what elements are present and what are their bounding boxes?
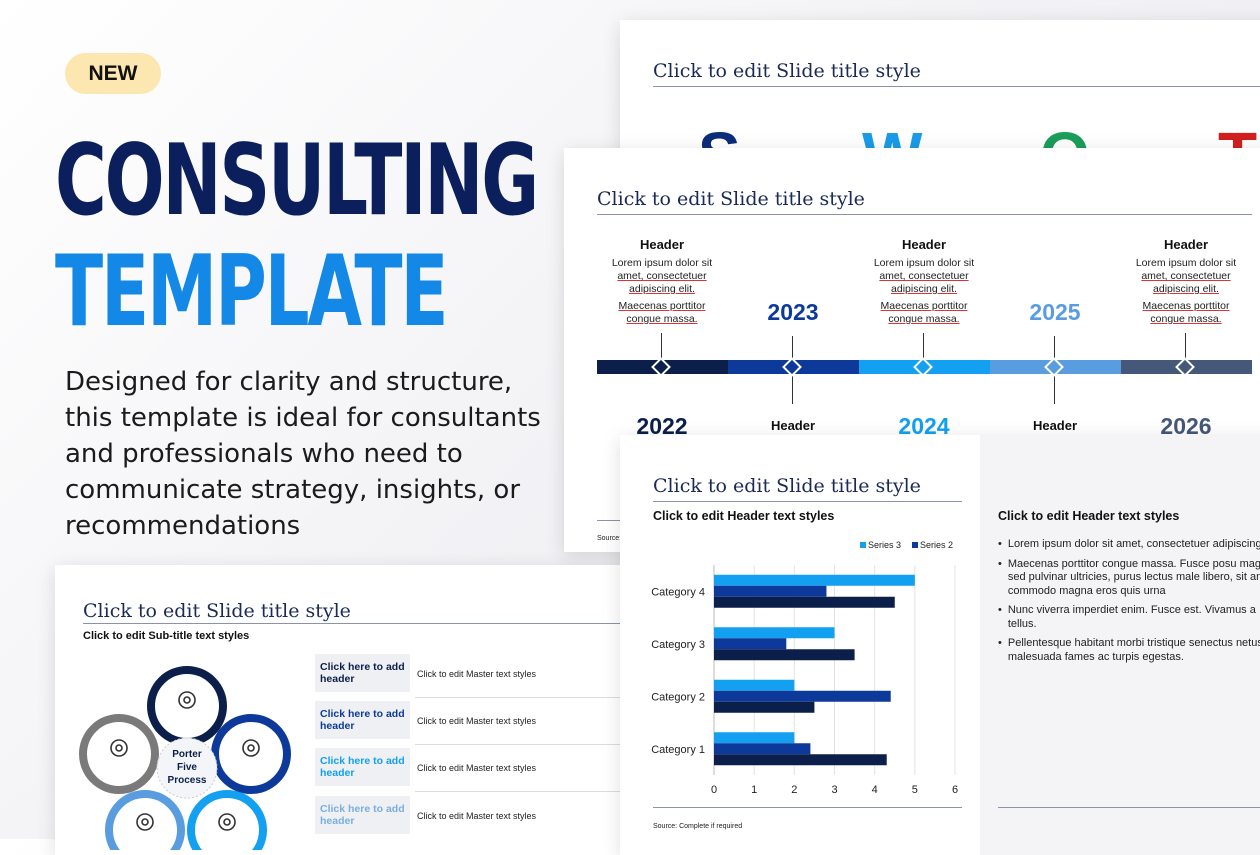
porter-row-header-2[interactable]: Click here to add header — [315, 701, 410, 739]
bar — [714, 627, 835, 639]
new-badge: NEW — [65, 53, 161, 94]
porter-diagram — [79, 666, 291, 850]
porter-row-text-2: Click to edit Master text styles — [417, 716, 537, 726]
bullet-list: • Lorem ipsum dolor sit amet, consectetue… — [998, 538, 1260, 664]
bar — [714, 690, 891, 702]
year-2023: 2023 — [767, 299, 819, 325]
bar — [714, 732, 795, 744]
porter-slide-card[interactable]: Click to edit Slide title style Click to… — [55, 565, 655, 855]
category-label: Category 4 — [651, 586, 705, 598]
x-tick-label: 5 — [912, 784, 918, 796]
bar — [714, 585, 827, 597]
chart-header-left: Click to edit Header text styles — [653, 509, 835, 523]
bullet-item: Nunc viverra imperdiet enim. Fusce est. … — [1007, 604, 1256, 630]
x-tick-label: 0 — [711, 784, 717, 796]
year-2022: 2022 — [636, 413, 688, 439]
slide-title: Click to edit Slide title style — [83, 600, 351, 622]
x-tick-label: 1 — [751, 784, 757, 796]
legend-label: Series 2 — [920, 540, 953, 550]
timeline-top-block-1: Header Lorem ipsum dolor sit amet, conse… — [611, 237, 713, 325]
porter-row-header-3[interactable]: Click here to add header — [315, 748, 410, 786]
bar — [714, 574, 915, 586]
legend-swatch — [860, 542, 866, 548]
category-label: Category 3 — [651, 639, 705, 651]
bullet-item: Maecenas porttitor congue massa. Fusce p… — [1007, 557, 1260, 597]
hero-title-line2: TEMPLATE — [55, 235, 449, 349]
porter-row-text-4: Click to edit Master text styles — [417, 811, 537, 821]
swot-slide-card[interactable]: Click to edit Slide title style S W O T — [620, 20, 1260, 160]
bar — [714, 701, 815, 713]
bullet-item: Lorem ipsum dolor sit amet, consectetuer… — [1007, 538, 1260, 550]
slide-title: Click to edit Slide title style — [653, 60, 921, 82]
porter-row-text-1: Click to edit Master text styles — [417, 669, 537, 679]
x-tick-label: 3 — [831, 784, 837, 796]
bar — [714, 649, 855, 661]
slide-title: Click to edit Slide title style — [653, 475, 921, 497]
category-label: Category 1 — [651, 744, 705, 756]
category-label: Category 2 — [651, 691, 705, 703]
porter-row-header-1[interactable]: Click here to add header — [315, 654, 410, 692]
x-tick-label: 6 — [952, 784, 958, 796]
bar — [714, 743, 811, 755]
hero-description: Designed for clarity and structure, this… — [65, 367, 541, 541]
bullet-item: Pellentesque habitant morbi tristique se… — [1007, 637, 1260, 663]
chart-slide-card[interactable]: Click to edit Slide title style Click to… — [620, 435, 1260, 855]
porter-center-label: Porter Five Process — [167, 749, 207, 786]
bar — [714, 596, 895, 608]
timeline-source: Source: — [597, 535, 622, 542]
porter-subtitle: Click to edit Sub-title text styles — [83, 630, 250, 642]
chart-source: Source: Complete if required — [653, 823, 743, 830]
timeline-top-block-3: Header Lorem ipsum dolor sit amet, conse… — [1135, 237, 1237, 325]
year-2024: 2024 — [898, 413, 950, 439]
timeline-top-block-2: Header Lorem ipsum dolor sit amet, conse… — [873, 237, 975, 325]
timeline-lower-header-1: Header — [770, 418, 816, 433]
porter-row-text-3: Click to edit Master text styles — [417, 763, 537, 773]
x-tick-label: 2 — [791, 784, 797, 796]
year-2026: 2026 — [1160, 413, 1212, 439]
porter-row-header-4[interactable]: Click here to add header — [315, 796, 410, 834]
year-2025: 2025 — [1029, 299, 1081, 325]
legend-swatch — [912, 542, 918, 548]
bar-chart: 0 1 2 3 4 5 6 Category 1 Category 2 Category 3 Cat… — [651, 540, 958, 796]
hero-title-line1: CONSULTING — [55, 124, 539, 238]
bar — [714, 638, 787, 650]
slide-title: Click to edit Slide title style — [597, 188, 865, 210]
chart-header-right: Click to edit Header text styles — [998, 509, 1180, 523]
x-tick-label: 4 — [872, 784, 878, 796]
bar — [714, 679, 795, 691]
legend-label: Series 3 — [868, 540, 901, 550]
timeline-lower-header-2: Header — [1032, 418, 1078, 433]
bar — [714, 754, 887, 766]
